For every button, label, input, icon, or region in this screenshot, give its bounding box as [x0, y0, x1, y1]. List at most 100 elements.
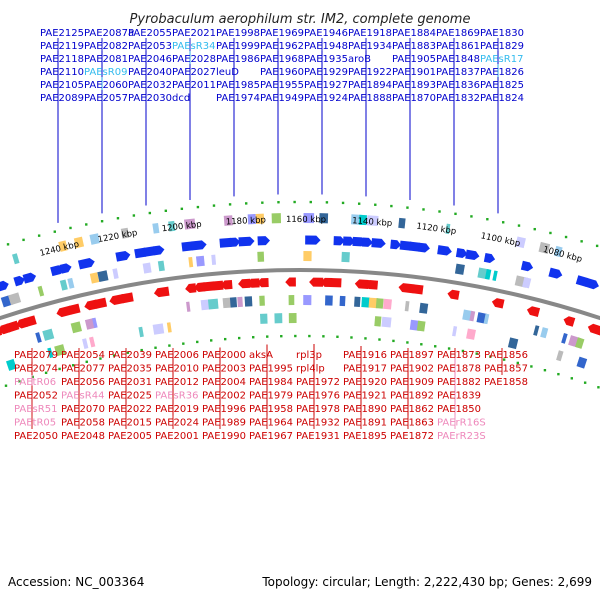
gene-label[interactable]: PAE2060 [84, 80, 128, 91]
gene-label[interactable]: PAE1858 [484, 377, 528, 388]
gene-label[interactable]: PAE1869 [436, 28, 480, 39]
gene-label[interactable]: PAEsR09 [84, 67, 127, 78]
gene-label[interactable]: PAE1934 [348, 41, 392, 52]
gene-label[interactable]: PAE2057 [84, 93, 128, 104]
gene-label[interactable]: PAE1979 [249, 391, 293, 402]
gene-label[interactable]: PAE2056 [61, 377, 105, 388]
gene-label[interactable]: PAEtR06 [14, 377, 56, 388]
gene-label[interactable]: PAE2025 [108, 391, 152, 402]
gene-label[interactable]: PAE2079 [14, 350, 58, 361]
gene-label[interactable]: PAE2019 [155, 404, 199, 415]
gene-label[interactable]: dcd [172, 93, 190, 104]
gene-label[interactable]: PAE2003 [202, 364, 246, 375]
gene-label[interactable]: rpl4lp [296, 364, 325, 375]
gene-label[interactable]: PAE1902 [390, 364, 434, 375]
gene-label[interactable]: PAE2021 [172, 28, 216, 39]
gene-label[interactable]: PAE1985 [216, 80, 260, 91]
gene-label[interactable]: PAErR16S [437, 418, 486, 429]
gene-label[interactable]: PAE2070 [61, 404, 105, 415]
gene-label[interactable]: PAE1837 [436, 67, 480, 78]
gene-label[interactable]: PAE2077 [61, 364, 105, 375]
gene-label[interactable]: PAE1850 [437, 404, 481, 415]
gene-label[interactable]: PAE1918 [348, 28, 392, 39]
gene-label[interactable]: PAE2039 [108, 350, 152, 361]
gene-label[interactable]: PAEsR36 [155, 391, 198, 402]
gene-label[interactable]: PAE1949 [260, 93, 304, 104]
gene-label[interactable]: PAE2087a [84, 28, 134, 39]
gene-label[interactable]: PAE1909 [390, 377, 434, 388]
gene-label[interactable]: PAE1958 [249, 404, 293, 415]
gene-label[interactable]: PAE2052 [14, 391, 58, 402]
gene-label[interactable]: PAE1870 [392, 93, 436, 104]
gene-label[interactable]: PAE1968 [260, 54, 304, 65]
gene-label[interactable]: PAE2031 [108, 377, 152, 388]
gene-label[interactable]: leuD [216, 67, 239, 78]
gene-label[interactable]: PAE1946 [304, 28, 348, 39]
gene-label[interactable]: PAEtR05 [14, 418, 56, 429]
gene-label[interactable]: PAE2027 [172, 67, 216, 78]
gene-label[interactable]: PAE1922 [348, 67, 392, 78]
gene-label[interactable]: PAE1964 [249, 418, 293, 429]
gene-label[interactable]: PAE2035 [108, 364, 152, 375]
gene-label[interactable]: PAE1924 [304, 93, 348, 104]
gene-label[interactable]: PAE2055 [128, 28, 172, 39]
gene-label[interactable]: PAE1929 [304, 67, 348, 78]
gene-label[interactable]: PAE2081 [84, 54, 128, 65]
gene-label[interactable]: PAE1976 [296, 391, 340, 402]
gene-label[interactable]: PAE1895 [343, 431, 387, 442]
gene-label[interactable]: PAE2040 [128, 67, 172, 78]
gene-label[interactable]: PAE1891 [343, 418, 387, 429]
gene-label[interactable]: PAE1995 [249, 364, 293, 375]
gene-label[interactable]: PAE2010 [155, 364, 199, 375]
gene-label[interactable]: PAE1986 [216, 54, 260, 65]
gene-label[interactable]: PAE1856 [484, 350, 528, 361]
gene-label[interactable]: PAE2058 [61, 418, 105, 429]
gene-label[interactable]: PAE1916 [343, 350, 387, 361]
gene-label[interactable]: PAE1967 [249, 431, 293, 442]
gene-label[interactable]: PAE2074 [14, 364, 58, 375]
gene-label[interactable]: PAE2004 [202, 377, 246, 388]
gene-label[interactable]: PAE1888 [348, 93, 392, 104]
gene-label[interactable]: PAEsR44 [61, 391, 104, 402]
gene-label[interactable]: PAE1948 [304, 41, 348, 52]
gene-label[interactable]: PAE1826 [480, 67, 524, 78]
gene-label[interactable]: PAE1984 [249, 377, 293, 388]
gene-label[interactable]: aroB [348, 54, 371, 65]
gene-label[interactable]: PAE1878 [437, 364, 481, 375]
gene-label[interactable]: PAE1894 [348, 80, 392, 91]
gene-label[interactable]: PAE1917 [343, 364, 387, 375]
gene-label[interactable]: PAE2105 [40, 80, 84, 91]
gene-label[interactable]: PAE1830 [480, 28, 524, 39]
gene-label[interactable]: PAE1931 [296, 431, 340, 442]
gene-label[interactable]: aksA [249, 350, 273, 361]
gene-label[interactable]: PAE1897 [390, 350, 434, 361]
gene-label[interactable]: PAE2032 [128, 80, 172, 91]
gene-label[interactable]: PAE2125 [40, 28, 84, 39]
gene-label[interactable]: PAE1999 [216, 41, 260, 52]
gene-label[interactable]: PAE1893 [392, 80, 436, 91]
gene-label[interactable]: PAE1989 [202, 418, 246, 429]
gene-label[interactable]: PAE2050 [14, 431, 58, 442]
gene-label[interactable]: PAE1862 [390, 404, 434, 415]
gene-label[interactable]: PAE1905 [392, 54, 436, 65]
gene-label[interactable]: PAE1962 [260, 41, 304, 52]
gene-label[interactable]: PAE2048 [61, 431, 105, 442]
gene-label[interactable]: PAErR23S [437, 431, 486, 442]
gene-label[interactable]: PAE1873 [437, 350, 481, 361]
gene-label[interactable]: PAEsR34 [172, 41, 215, 52]
gene-label[interactable]: PAEsR17 [480, 54, 523, 65]
gene-label[interactable]: PAE1890 [343, 404, 387, 415]
gene-label[interactable]: PAE1932 [296, 418, 340, 429]
gene-label[interactable]: PAE2030 [128, 93, 172, 104]
gene-label[interactable]: PAE2002 [202, 391, 246, 402]
gene-label[interactable]: PAE2054 [61, 350, 105, 361]
gene-label[interactable]: PAE1848 [436, 54, 480, 65]
gene-label[interactable]: PAE2022 [108, 404, 152, 415]
gene-label[interactable]: PAE2053 [128, 41, 172, 52]
gene-label[interactable]: PAE1825 [480, 80, 524, 91]
gene-label[interactable]: PAE2082 [84, 41, 128, 52]
gene-label[interactable]: PAE1839 [437, 391, 481, 402]
gene-label[interactable]: PAE2110 [40, 67, 84, 78]
gene-label[interactable]: PAE2011 [172, 80, 216, 91]
gene-label[interactable]: PAE1969 [260, 28, 304, 39]
